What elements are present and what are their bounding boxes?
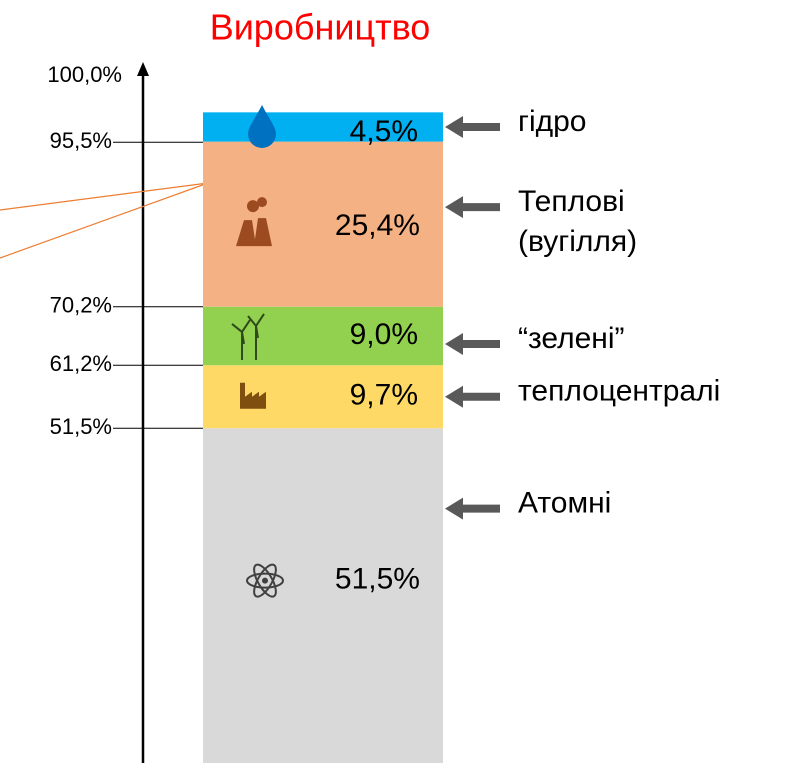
y-tick-label: 51,5%: [50, 414, 112, 439]
value-label: 9,0%: [350, 318, 418, 351]
segment: [203, 112, 443, 142]
icons: [231, 104, 284, 598]
legend-label: Атомні: [518, 487, 611, 520]
value-label: 51,5%: [335, 563, 420, 596]
legend-label: гідро: [518, 105, 586, 138]
icon-plant: [236, 197, 272, 247]
legend-arrow: [445, 196, 500, 219]
y-tick-label: 61,2%: [50, 351, 112, 376]
chart-title: Виробництво: [210, 7, 431, 48]
axis-arrow: [137, 62, 149, 76]
legend-label: “зелені”: [518, 322, 625, 355]
legend-label: Теплові (вугілля): [518, 185, 637, 258]
y-tick-label: 95,5%: [50, 128, 112, 153]
value-label: 4,5%: [350, 115, 418, 148]
legend-label: теплоцентралі: [518, 375, 720, 408]
segment: [203, 428, 443, 763]
value-label: 9,7%: [350, 379, 418, 412]
icon-wind: [231, 313, 265, 360]
icon-atom: [246, 563, 284, 598]
legend-arrow: [445, 332, 500, 355]
y-tick-label: 70,2%: [50, 293, 112, 318]
bars: [203, 112, 443, 763]
icon-drop: [248, 104, 276, 148]
icon-factory: [240, 382, 266, 409]
pointer-line: [0, 182, 209, 259]
legend-arrow: [445, 385, 500, 408]
legend-arrow: [445, 115, 500, 138]
legend-arrow: [445, 497, 500, 520]
y-tick-label: 100,0%: [47, 62, 122, 87]
pointer-line: [0, 182, 209, 211]
value-label: 25,4%: [335, 209, 420, 242]
